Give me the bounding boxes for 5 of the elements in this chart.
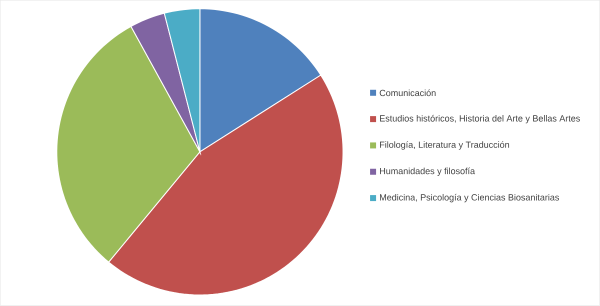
legend-label: Medicina, Psicología y Ciencias Biosanitarias — [380, 194, 560, 202]
legend-label: Humanidades y filosofía — [380, 168, 476, 176]
legend-label: Filología, Literatura y Traducción — [380, 141, 510, 150]
legend-label: Estudios históricos, Historia del Arte y Bellas Artes — [380, 115, 580, 124]
legend-label: Comunicación — [380, 90, 436, 96]
